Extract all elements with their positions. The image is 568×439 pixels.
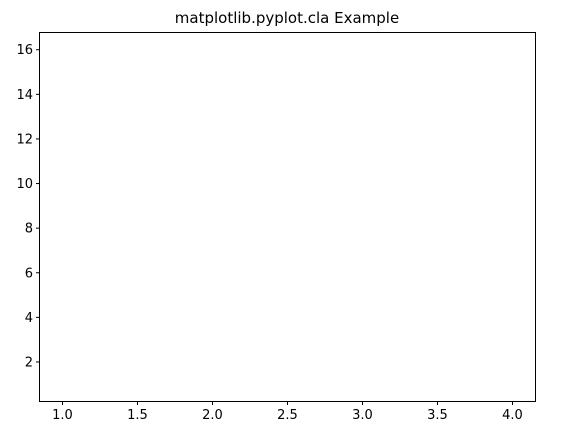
x-tick-label: 4.0 bbox=[502, 408, 523, 423]
x-tick-label: 1.0 bbox=[52, 408, 73, 423]
y-tick-label: 8 bbox=[25, 222, 33, 237]
x-tick-label: 3.0 bbox=[352, 408, 373, 423]
y-tick-label: 14 bbox=[16, 88, 33, 103]
x-axis: 1.0 1.5 2.0 2.5 3.0 3.5 4.0 bbox=[52, 401, 523, 423]
y-tick-label: 16 bbox=[16, 43, 33, 58]
y-tick-label: 2 bbox=[25, 355, 33, 370]
x-tick-label: 3.5 bbox=[427, 408, 448, 423]
plot-area-frame bbox=[39, 32, 536, 402]
chart-title: matplotlib.pyplot.cla Example bbox=[175, 9, 399, 27]
y-tick-label: 4 bbox=[25, 311, 33, 326]
y-axis: 2 4 6 8 10 12 14 16 bbox=[16, 43, 40, 370]
y-tick-label: 12 bbox=[16, 132, 33, 147]
x-tick-label: 2.5 bbox=[277, 408, 298, 423]
x-tick-label: 1.5 bbox=[127, 408, 148, 423]
y-tick-label: 6 bbox=[25, 266, 33, 281]
y-tick-label: 10 bbox=[16, 177, 33, 192]
x-tick-label: 2.0 bbox=[202, 408, 223, 423]
